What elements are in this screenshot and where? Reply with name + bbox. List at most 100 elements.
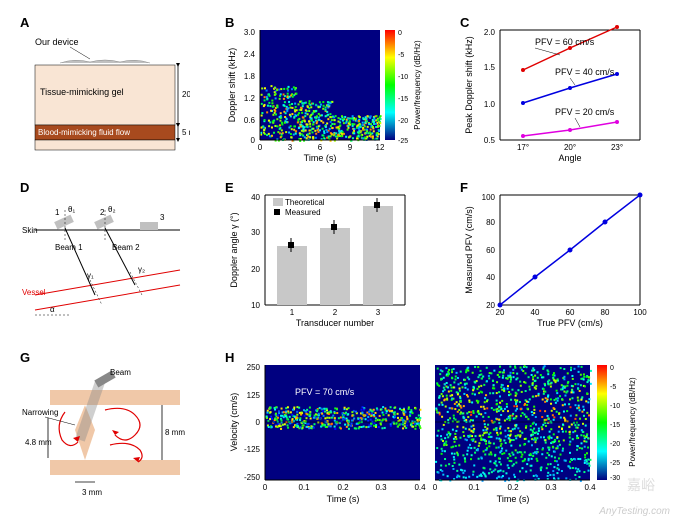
svg-text:Velocity (cm/s): Velocity (cm/s): [229, 393, 239, 452]
svg-text:0: 0: [433, 483, 438, 492]
panel-b: B 3.0 2.4 1.8 1.2 0.6 0 0 3 6 9 12 Time …: [225, 15, 425, 165]
svg-text:1.2: 1.2: [244, 94, 256, 103]
svg-text:Time (s): Time (s): [327, 494, 360, 504]
svg-text:-25: -25: [398, 138, 408, 145]
svg-text:60: 60: [566, 308, 575, 317]
svg-text:0.4: 0.4: [414, 483, 426, 492]
svg-text:0.2: 0.2: [507, 483, 519, 492]
svg-text:PFV = 20 cm/s: PFV = 20 cm/s: [555, 107, 615, 117]
svg-text:Beam: Beam: [110, 368, 131, 377]
svg-text:Time (s): Time (s): [304, 153, 337, 163]
svg-text:True PFV (cm/s): True PFV (cm/s): [537, 318, 603, 328]
svg-text:Time (s): Time (s): [497, 494, 530, 504]
svg-text:20: 20: [486, 301, 495, 310]
svg-text:-15: -15: [610, 422, 620, 429]
panel-a-diagram: Our device Tissue-mimicking gel Blood-mi…: [20, 15, 190, 155]
svg-text:0: 0: [256, 418, 261, 427]
svg-text:125: 125: [247, 391, 261, 400]
panel-c-chart: 0.5 1.0 1.5 2.0 17° 20° 23° PFV = 60 cm/…: [460, 15, 660, 165]
panel-d-label: D: [20, 180, 29, 195]
svg-text:0.1: 0.1: [298, 483, 310, 492]
svg-text:3: 3: [288, 143, 293, 152]
svg-text:PFV = 40 cm/s: PFV = 40 cm/s: [555, 67, 615, 77]
svg-text:40: 40: [531, 308, 540, 317]
svg-text:Doppler angle γ (°): Doppler angle γ (°): [229, 212, 239, 287]
svg-text:0.6: 0.6: [244, 116, 256, 125]
svg-text:0.4: 0.4: [584, 483, 596, 492]
svg-text:Power/frequency (dB/Hz): Power/frequency (dB/Hz): [628, 377, 637, 467]
svg-text:θ₁: θ₁: [68, 205, 75, 214]
panel-e-chart: 10 20 30 40 1 2 3 Theoretical Measured T…: [225, 180, 425, 330]
svg-text:10: 10: [251, 301, 260, 310]
svg-text:40: 40: [251, 193, 260, 202]
svg-text:-20: -20: [610, 441, 620, 448]
svg-text:0.3: 0.3: [545, 483, 557, 492]
svg-text:PFV = 60 cm/s: PFV = 60 cm/s: [535, 37, 595, 47]
svg-text:100: 100: [633, 308, 647, 317]
svg-text:5 mm: 5 mm: [182, 128, 190, 137]
panel-f: F 20 40 60 80 100 20 40 60 80 100 True P…: [460, 180, 660, 330]
svg-text:Measured: Measured: [285, 208, 321, 217]
svg-text:Blood-mimicking fluid flow: Blood-mimicking fluid flow: [38, 128, 130, 137]
svg-text:3: 3: [160, 213, 165, 222]
svg-text:α: α: [50, 305, 55, 314]
svg-text:60: 60: [486, 246, 495, 255]
svg-text:20: 20: [251, 265, 260, 274]
svg-text:θ₂: θ₂: [108, 205, 116, 214]
panel-c-label: C: [460, 15, 469, 30]
svg-text:-10: -10: [610, 403, 620, 410]
svg-text:30: 30: [251, 228, 260, 237]
svg-text:-30: -30: [610, 475, 620, 482]
panel-f-chart: 20 40 60 80 100 20 40 60 80 100 True PFV…: [460, 180, 660, 330]
svg-text:γ₂: γ₂: [138, 265, 145, 274]
svg-text:-20: -20: [398, 118, 408, 125]
watermark2: 嘉峪: [627, 475, 655, 495]
svg-text:Narrowing: Narrowing: [22, 408, 58, 417]
svg-text:Theoretical: Theoretical: [285, 198, 325, 207]
panel-c: C 0.5 1.0 1.5 2.0 17° 20° 23° PFV = 60 c…: [460, 15, 660, 165]
svg-text:100: 100: [482, 193, 496, 202]
svg-text:Beam 2: Beam 2: [112, 243, 140, 252]
panel-g-diagram: Beam Narrowing 4.8 mm 8 mm 3 mm: [20, 350, 190, 510]
svg-text:80: 80: [601, 308, 610, 317]
svg-text:2.4: 2.4: [244, 50, 256, 59]
svg-text:-5: -5: [398, 52, 404, 59]
panel-h: H PFV = 70 cm/s 250 125 0 -125 -250 0 0.…: [225, 350, 665, 510]
svg-text:0: 0: [398, 30, 402, 37]
panel-d: D Skin Vessel α 1 2 3 Beam 1 Beam 2 θ₁ θ…: [20, 180, 190, 330]
svg-text:-15: -15: [398, 96, 408, 103]
svg-text:Peak Doppler shift (kHz): Peak Doppler shift (kHz): [464, 36, 474, 134]
svg-text:Beam 1: Beam 1: [55, 243, 83, 252]
svg-text:20°: 20°: [564, 143, 576, 152]
panel-b-label: B: [225, 15, 234, 30]
svg-text:12: 12: [376, 143, 385, 152]
svg-text:γ₁: γ₁: [87, 271, 94, 280]
svg-text:0: 0: [251, 136, 256, 145]
svg-text:23°: 23°: [611, 143, 623, 152]
svg-text:3: 3: [376, 308, 381, 317]
panel-e-label: E: [225, 180, 234, 195]
panel-a-label: A: [20, 15, 29, 30]
svg-text:1.5: 1.5: [484, 63, 496, 72]
panel-g: G Beam Narrowing 4.8 mm 8 mm 3 mm: [20, 350, 190, 510]
panel-h-label: H: [225, 350, 234, 365]
svg-text:1.0: 1.0: [484, 100, 496, 109]
panel-a: A Our device Tissue-mimicking gel Blood-…: [20, 15, 190, 155]
svg-text:2: 2: [100, 208, 105, 217]
svg-text:3 mm: 3 mm: [82, 488, 102, 497]
svg-text:6: 6: [318, 143, 323, 152]
svg-text:40: 40: [486, 273, 495, 282]
svg-text:1.8: 1.8: [244, 72, 256, 81]
svg-text:Our device: Our device: [35, 37, 79, 47]
svg-text:Doppler shift (kHz): Doppler shift (kHz): [227, 48, 237, 123]
panel-g-label: G: [20, 350, 30, 365]
svg-text:0.1: 0.1: [468, 483, 480, 492]
panel-b-chart: 3.0 2.4 1.8 1.2 0.6 0 0 3 6 9 12 Time (s…: [225, 15, 425, 165]
svg-text:Angle: Angle: [558, 153, 581, 163]
panel-d-diagram: Skin Vessel α 1 2 3 Beam 1 Beam 2 θ₁ θ₂ …: [20, 180, 190, 330]
svg-text:Vessel: Vessel: [22, 288, 46, 297]
svg-text:PFV = 70 cm/s: PFV = 70 cm/s: [295, 387, 355, 397]
svg-text:9: 9: [348, 143, 353, 152]
svg-text:-250: -250: [244, 473, 261, 482]
svg-text:2.0: 2.0: [484, 28, 496, 37]
